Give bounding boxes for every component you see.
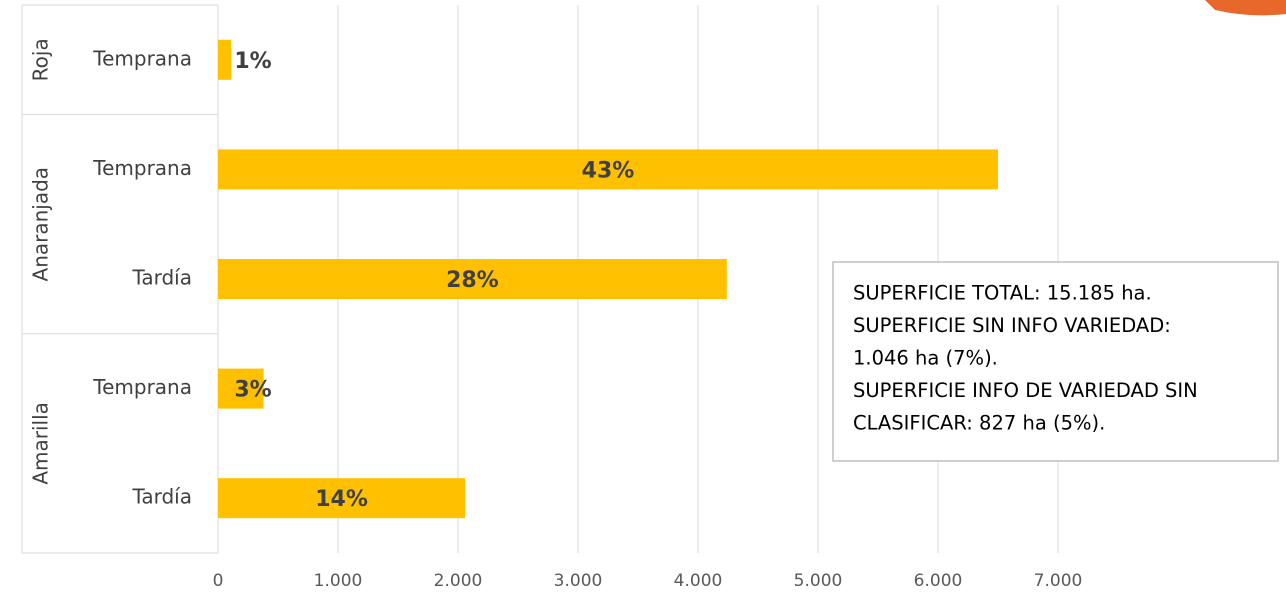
annotation-text: SUPERFICIE INFO DE VARIEDAD SIN (853, 379, 1198, 402)
x-tick-label: 7.000 (1034, 571, 1083, 591)
data-label: 3% (234, 378, 271, 403)
annotation-text: CLASIFICAR: 827 ha (5%). (853, 412, 1105, 435)
y-tick-label: Temprana (92, 46, 192, 70)
bar (218, 259, 727, 299)
x-tick-label: 2.000 (434, 571, 483, 591)
x-tick-label: 4.000 (674, 571, 723, 591)
y-tick-label: Temprana (92, 156, 192, 180)
bar (218, 478, 466, 519)
annotation-text: SUPERFICIE SIN INFO VARIEDAD: (853, 314, 1171, 337)
decoration (1205, 0, 1286, 16)
bar (218, 368, 264, 409)
data-label: 43% (582, 158, 635, 183)
group-label: Roja (29, 38, 53, 81)
bar (218, 39, 232, 80)
x-tick-label: 0 (213, 571, 224, 591)
annotation-text: SUPERFICIE TOTAL: 15.185 ha. (853, 282, 1152, 305)
y-tick-label: Temprana (92, 375, 192, 399)
group-label: Anaranjada (29, 167, 53, 282)
y-tick-label: Tardía (131, 266, 192, 290)
annotation-text: 1.046 ha (7%). (853, 347, 998, 370)
group-label: Amarilla (29, 402, 53, 485)
annotation-box (832, 261, 1279, 462)
data-label: 14% (315, 487, 368, 512)
x-tick-label: 6.000 (914, 571, 963, 591)
data-label: 1% (234, 49, 271, 74)
x-tick-label: 3.000 (554, 571, 603, 591)
x-tick-label: 5.000 (794, 571, 843, 591)
y-tick-label: Tardía (131, 485, 192, 509)
x-tick-label: 1.000 (314, 571, 363, 591)
bar (218, 149, 998, 190)
data-label: 28% (446, 268, 499, 293)
